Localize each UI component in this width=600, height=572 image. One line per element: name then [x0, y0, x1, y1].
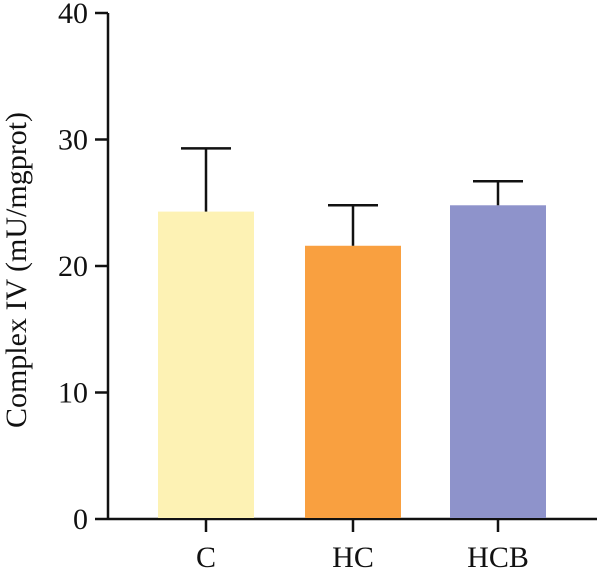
- y-tick-label: 20: [58, 250, 88, 283]
- error-bars: [181, 147, 523, 246]
- x-tick-label: HCB: [467, 541, 529, 572]
- y-axis-title: Complex IV (mU/mgprot): [0, 112, 33, 428]
- y-tick-label: 30: [58, 124, 88, 157]
- y-tick-label: 0: [73, 503, 88, 536]
- bar-hc: [305, 245, 401, 518]
- y-tick-label: 10: [58, 377, 88, 410]
- y-tick-label: 40: [58, 0, 88, 30]
- y-axis: 0 10 20 30 40: [58, 0, 110, 536]
- bar-c: [158, 211, 254, 519]
- bars: [158, 205, 546, 519]
- x-axis: C HC HCB: [108, 517, 597, 572]
- bar-hcb: [450, 205, 546, 518]
- x-tick-label: C: [196, 541, 216, 572]
- x-tick-label: HC: [332, 541, 374, 572]
